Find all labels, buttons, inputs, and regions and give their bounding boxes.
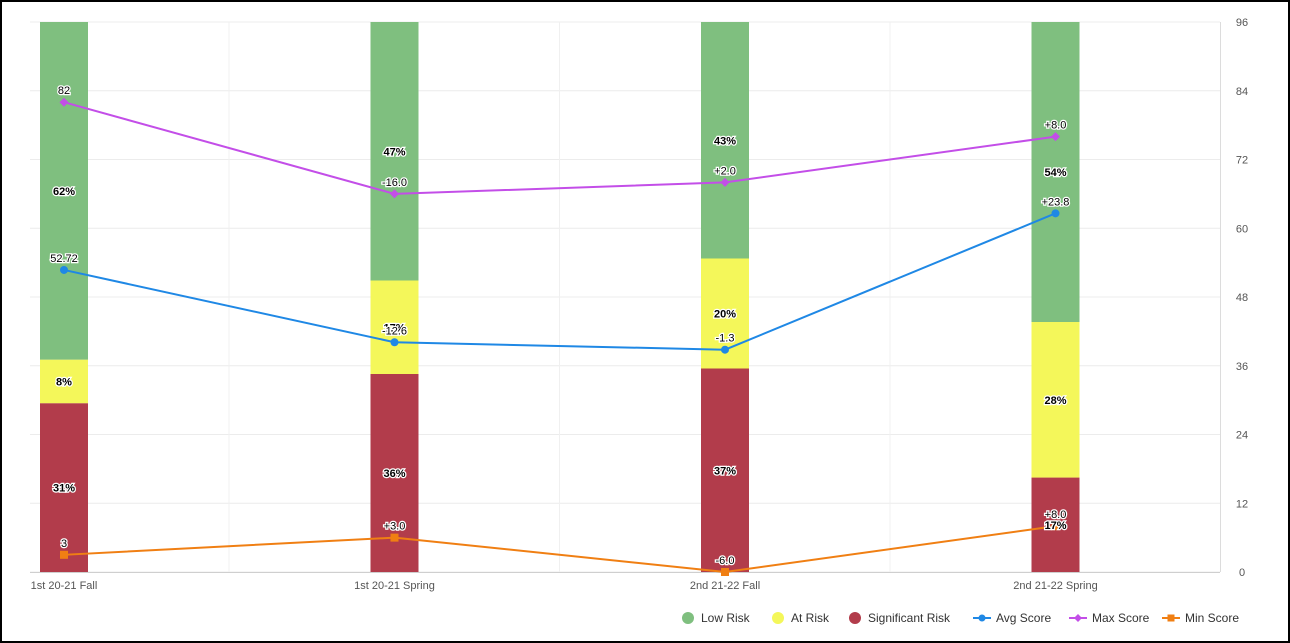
bar-label-significant-risk: 36% bbox=[383, 468, 405, 480]
bar-label-significant-risk: 37% bbox=[714, 465, 736, 477]
bar-segment-significant-risk bbox=[701, 368, 749, 572]
point-avg-score bbox=[60, 265, 68, 274]
bar-segment-low-risk bbox=[370, 22, 419, 281]
point-avg-score bbox=[1051, 209, 1060, 218]
legend-swatch bbox=[1167, 614, 1175, 622]
legend-label: Significant Risk bbox=[868, 611, 951, 625]
bar-segment-at-risk bbox=[40, 359, 88, 404]
line-max-score bbox=[63, 101, 1056, 195]
point-max-score bbox=[720, 177, 730, 187]
y-tick-label: 0 bbox=[1239, 567, 1245, 579]
line-min-score bbox=[63, 525, 1056, 574]
bar-label-at-risk: 28% bbox=[1044, 395, 1066, 407]
bar-label-low-risk: 43% bbox=[714, 135, 736, 147]
bar-label-significant-risk: 31% bbox=[53, 483, 75, 495]
legend-label: Avg Score bbox=[996, 611, 1051, 625]
x-tick-label: 1st 20-21 Spring bbox=[354, 580, 435, 592]
y-tick-label: 84 bbox=[1236, 86, 1248, 98]
y-tick-label: 36 bbox=[1236, 361, 1248, 373]
point-label-avg-score: -1.3 bbox=[716, 333, 735, 345]
point-min-score bbox=[721, 568, 729, 576]
legend-swatch bbox=[772, 612, 784, 624]
bar-segment-low-risk bbox=[40, 22, 88, 360]
legend-item-low-risk[interactable]: Low Risk bbox=[682, 611, 751, 625]
point-label-max-score: +8.0 bbox=[1045, 120, 1067, 132]
point-min-score bbox=[390, 533, 399, 542]
bar-label-low-risk: 62% bbox=[53, 186, 75, 198]
legend-swatch bbox=[978, 614, 986, 622]
point-label-min-score: -6.0 bbox=[716, 555, 735, 567]
score-lines bbox=[59, 97, 1060, 576]
legend-item-min-score[interactable]: Min Score bbox=[1162, 611, 1239, 625]
bar-label-low-risk: 47% bbox=[383, 146, 405, 158]
point-label-avg-score: +23.8 bbox=[1042, 196, 1070, 208]
grid-lines bbox=[30, 21, 1220, 573]
bar-segment-low-risk bbox=[701, 22, 749, 259]
point-max-score bbox=[390, 189, 399, 199]
point-label-min-score: 3 bbox=[61, 538, 67, 550]
point-label-max-score: -16.0 bbox=[382, 177, 407, 189]
x-tick-label: 2nd 21-22 Spring bbox=[1013, 580, 1097, 592]
legend-item-at-risk[interactable]: At Risk bbox=[772, 611, 830, 625]
bar-label-at-risk: 20% bbox=[714, 309, 736, 321]
x-tick-label: 1st 20-21 Fall bbox=[31, 580, 98, 592]
legend[interactable]: Low Risk At Risk Significant Risk Avg Score… bbox=[682, 611, 1239, 625]
y-tick-label: 60 bbox=[1236, 223, 1248, 235]
bar-label-at-risk: 17% bbox=[383, 322, 405, 334]
line-avg-score bbox=[63, 212, 1056, 351]
legend-item-significant-risk[interactable]: Significant Risk bbox=[849, 611, 951, 625]
legend-swatch bbox=[1074, 614, 1082, 622]
bar-label-at-risk: 8% bbox=[56, 376, 72, 388]
y-tick-label: 72 bbox=[1236, 155, 1248, 167]
bar-segment-at-risk bbox=[1031, 322, 1080, 478]
y-tick-label: 48 bbox=[1236, 292, 1248, 304]
y-tick-label: 12 bbox=[1236, 498, 1248, 510]
point-label-max-score: 82 bbox=[58, 85, 70, 97]
point-max-score bbox=[1051, 132, 1060, 142]
legend-label: Low Risk bbox=[701, 611, 751, 625]
bar-label-low-risk: 54% bbox=[1044, 167, 1066, 179]
bar-label-significant-risk: 17% bbox=[1044, 520, 1066, 532]
y-tick-label: 24 bbox=[1236, 430, 1248, 442]
point-min-score bbox=[1051, 522, 1060, 531]
point-avg-score bbox=[721, 345, 729, 354]
point-label-max-score: +2.0 bbox=[714, 165, 736, 177]
legend-label: Max Score bbox=[1092, 611, 1150, 625]
point-label-avg-score: 52.72 bbox=[50, 253, 78, 265]
bar-segment-at-risk bbox=[370, 280, 419, 374]
data-labels: 31% 8% 62% 36% 17% 47% 37% 20% 43% 17% 28% 54% 52.72… bbox=[49, 84, 1071, 568]
legend-label: Min Score bbox=[1185, 611, 1239, 625]
point-avg-score bbox=[390, 338, 399, 347]
point-label-min-score: +3.0 bbox=[384, 521, 406, 533]
legend-swatch bbox=[682, 612, 694, 624]
x-tick-label: 2nd 21-22 Fall bbox=[690, 580, 760, 592]
y-tick-label: 96 bbox=[1236, 17, 1248, 29]
bar-segment-low-risk bbox=[1031, 22, 1080, 322]
bar-segment-significant-risk bbox=[40, 403, 88, 572]
point-label-avg-score: -12.6 bbox=[382, 325, 407, 337]
legend-item-avg-score[interactable]: Avg Score bbox=[973, 611, 1051, 625]
point-label-min-score: +8.0 bbox=[1045, 509, 1067, 521]
legend-swatch bbox=[849, 612, 861, 624]
legend-item-max-score[interactable]: Max Score bbox=[1069, 611, 1150, 625]
point-min-score bbox=[60, 550, 68, 559]
axes: 0 12 24 36 48 60 72 84 96 1st 20-21 Fall 1st 20-21… bbox=[30, 17, 1248, 592]
point-max-score bbox=[59, 97, 69, 107]
legend-label: At Risk bbox=[791, 611, 830, 625]
